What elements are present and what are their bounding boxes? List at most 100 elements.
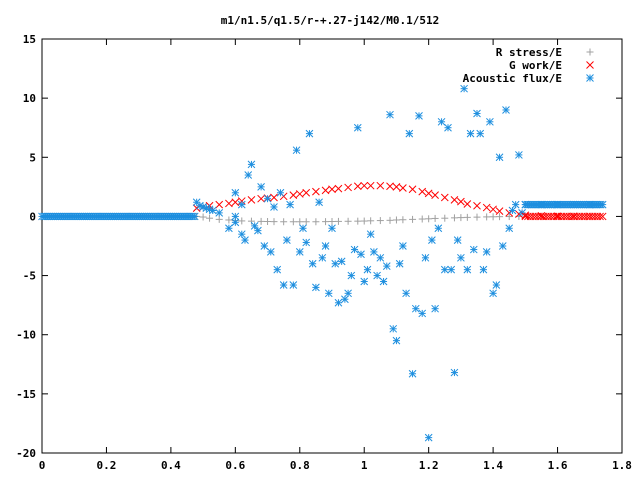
data-point	[473, 109, 481, 118]
data-point	[292, 146, 301, 155]
data-point	[469, 245, 478, 254]
data-point	[450, 196, 459, 204]
data-point	[457, 197, 465, 206]
data-point	[379, 277, 388, 286]
data-point	[247, 217, 255, 225]
gwork-flat-band	[521, 212, 604, 221]
data-point	[399, 184, 407, 192]
data-point	[280, 218, 288, 226]
y-tick-label: -15	[16, 388, 36, 401]
data-point	[511, 200, 520, 209]
data-point	[208, 206, 217, 215]
y-tick-label: 5	[29, 151, 36, 164]
data-point	[593, 212, 602, 221]
data-point	[331, 259, 340, 268]
data-point	[215, 209, 224, 217]
data-point	[237, 200, 246, 209]
data-point	[440, 265, 449, 274]
data-point	[460, 84, 468, 93]
data-point	[322, 218, 330, 226]
data-point	[270, 193, 278, 202]
data-point	[225, 199, 233, 208]
y-tick-label: -10	[16, 329, 36, 342]
data-point	[318, 253, 327, 262]
axis-ticks: 0 0.2 0.4 0.6 0.8 1 1.2 1.4 1.6 1.8 15 10 5 0 -5 -10 -15…	[16, 33, 632, 472]
data-point	[257, 183, 265, 191]
series-2	[192, 84, 607, 442]
data-point	[495, 207, 504, 215]
data-point	[354, 217, 362, 225]
data-point	[492, 281, 501, 289]
data-point	[473, 213, 481, 221]
data-point	[473, 201, 481, 210]
data-point	[257, 194, 265, 203]
data-point	[482, 248, 491, 256]
data-point	[328, 218, 336, 226]
data-point	[483, 213, 491, 221]
data-point	[399, 242, 407, 250]
data-point	[502, 106, 510, 114]
data-point	[315, 198, 323, 207]
x-tick-label: 1.8	[612, 459, 632, 472]
data-point	[450, 368, 459, 377]
data-point	[370, 248, 378, 256]
data-point	[457, 214, 465, 222]
data-point	[431, 214, 439, 222]
data-point	[238, 217, 246, 225]
data-point	[363, 265, 372, 274]
data-point	[431, 191, 439, 199]
data-point	[376, 181, 385, 190]
y-tick-label: -5	[23, 270, 36, 283]
data-point	[418, 215, 426, 223]
data-point	[337, 257, 346, 266]
data-point	[321, 242, 330, 250]
data-point	[596, 212, 604, 221]
data-point	[489, 213, 497, 221]
data-point	[389, 324, 398, 333]
data-point	[463, 200, 472, 208]
data-point	[270, 203, 278, 211]
data-point	[415, 112, 423, 120]
data-point	[367, 217, 375, 225]
data-point	[273, 265, 282, 274]
data-point	[466, 129, 475, 138]
data-point	[302, 188, 311, 197]
plot-frame	[41, 38, 623, 454]
data-series	[38, 84, 607, 442]
data-point	[408, 369, 417, 378]
x-tick-label: 0	[39, 459, 46, 472]
legend-label: Acoustic flux/E	[463, 72, 562, 85]
data-point	[215, 215, 223, 223]
legend-label: R stress/E	[496, 46, 562, 59]
data-point	[231, 212, 240, 221]
data-point	[334, 184, 343, 193]
data-point	[360, 181, 369, 190]
data-point	[515, 151, 523, 159]
data-point	[428, 236, 436, 244]
data-point	[289, 218, 297, 226]
data-point	[376, 217, 384, 225]
data-point	[237, 197, 246, 205]
data-point	[386, 216, 394, 224]
y-tick-label: -20	[16, 447, 36, 460]
legend-marker	[586, 48, 594, 56]
data-point	[444, 123, 452, 132]
data-point	[382, 262, 391, 270]
data-point	[231, 198, 240, 207]
data-point	[431, 304, 439, 313]
data-point	[441, 214, 449, 222]
x-tick-label: 0.4	[161, 459, 181, 472]
data-point	[302, 218, 310, 226]
data-point	[312, 283, 320, 292]
y-tick-label: 10	[23, 92, 36, 105]
legend-label: G work/E	[509, 59, 562, 72]
data-point	[266, 248, 275, 256]
series-0	[193, 212, 523, 226]
data-point	[453, 236, 462, 244]
data-point	[257, 217, 265, 225]
data-point	[424, 433, 433, 442]
data-point	[215, 200, 224, 209]
data-point	[244, 171, 253, 179]
data-point	[289, 281, 298, 289]
data-point	[366, 230, 375, 239]
